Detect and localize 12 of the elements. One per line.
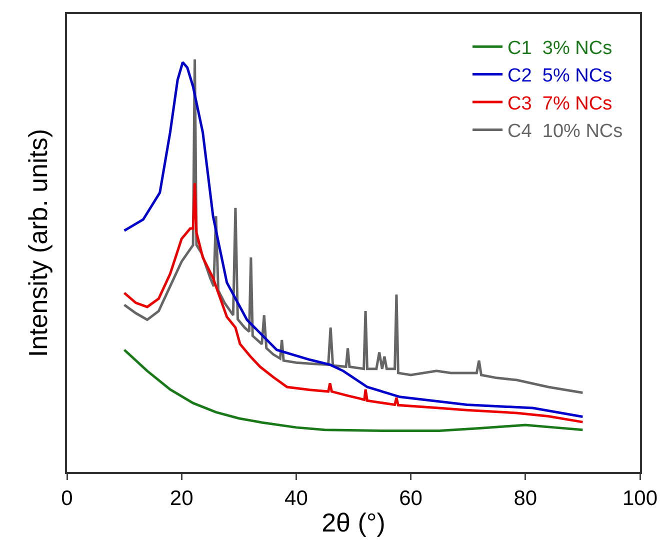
legend-label: C2 5% NCs (508, 66, 612, 87)
y-axis-title: Intensity (arb. units) (22, 128, 53, 358)
x-tick-label: 100 (622, 487, 658, 510)
legend-label: C1 3% NCs (508, 38, 612, 59)
x-axis-title: 2θ (°) (322, 507, 386, 538)
legend-label: C4 10% NCs (508, 121, 623, 142)
legend-label: C3 7% NCs (508, 93, 612, 114)
x-tick-label: 80 (514, 487, 538, 510)
x-tick-label: 20 (170, 487, 194, 510)
x-tick-label: 60 (399, 487, 422, 510)
x-tick-label: 40 (284, 487, 308, 510)
x-tick-label: 0 (61, 487, 73, 510)
